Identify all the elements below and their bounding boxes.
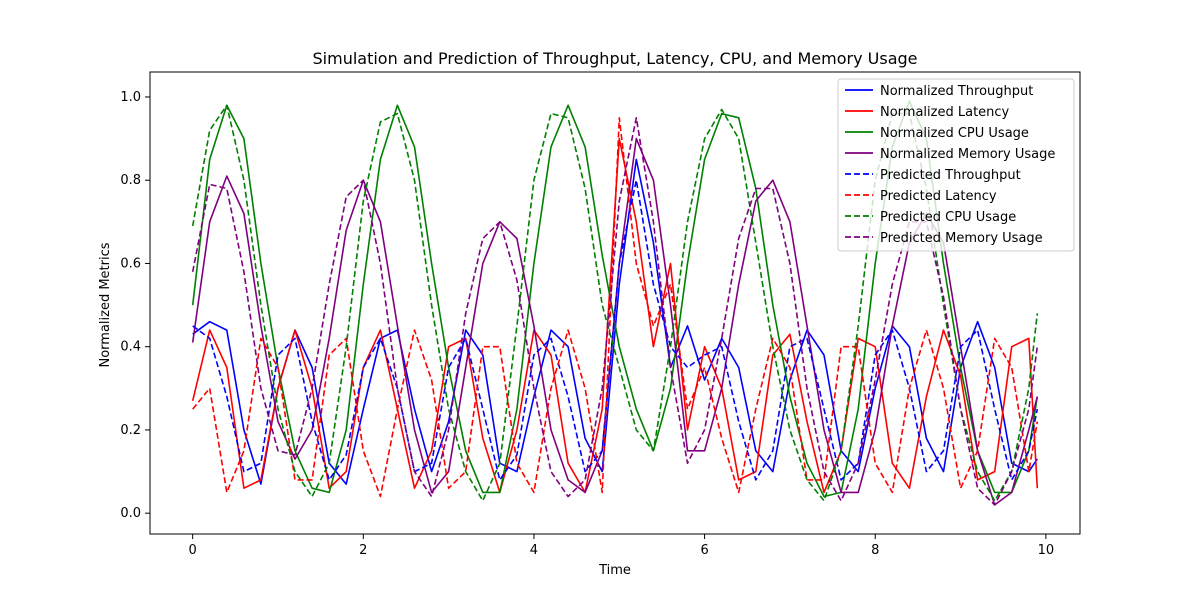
legend: Normalized Throughput Normalized Latency N… [837, 78, 1075, 252]
legend-box [837, 78, 1075, 252]
x-tick-label: 8 [871, 543, 879, 558]
y-tick-label: 0.4 [120, 340, 141, 355]
y-tick-label: 0.8 [120, 173, 141, 188]
legend-label: Predicted CPU Usage [880, 210, 1016, 225]
y-tick-label: 0.0 [120, 506, 141, 521]
series-lines [191, 100, 1039, 506]
x-tick-label: 10 [1038, 543, 1055, 558]
series-line-5 [192, 179, 1039, 481]
x-axis-label: Time [598, 563, 631, 578]
x-tick-label: 0 [189, 543, 197, 558]
x-tick-label: 2 [359, 543, 367, 558]
legend-label: Normalized Latency [880, 105, 1010, 120]
series-line-7 [191, 104, 1039, 502]
chart-title: Simulation and Prediction of Throughput,… [313, 49, 918, 68]
legend-label: Normalized CPU Usage [880, 126, 1029, 141]
y-tick-label: 1.0 [120, 90, 141, 105]
series-line-2 [191, 137, 1039, 494]
y-tick-label: 0.2 [120, 423, 141, 438]
legend-label: Normalized Memory Usage [880, 147, 1055, 162]
y-axis-label: Normalized Metrics [98, 242, 113, 367]
plot-frame [149, 71, 1081, 535]
legend-label: Normalized Throughput [880, 84, 1033, 99]
legend-label: Predicted Throughput [880, 168, 1021, 183]
legend-label: Predicted Latency [880, 189, 997, 204]
x-tick-label: 6 [700, 543, 708, 558]
axis-ticks: 0 2 4 6 8 10 0.0 0.2 0.4 0.6 0.8 1.0 [120, 90, 1054, 558]
x-tick-label: 4 [530, 543, 538, 558]
y-tick-label: 0.6 [120, 256, 141, 271]
legend-label: Predicted Memory Usage [880, 231, 1043, 246]
series-line-6 [192, 117, 1039, 498]
